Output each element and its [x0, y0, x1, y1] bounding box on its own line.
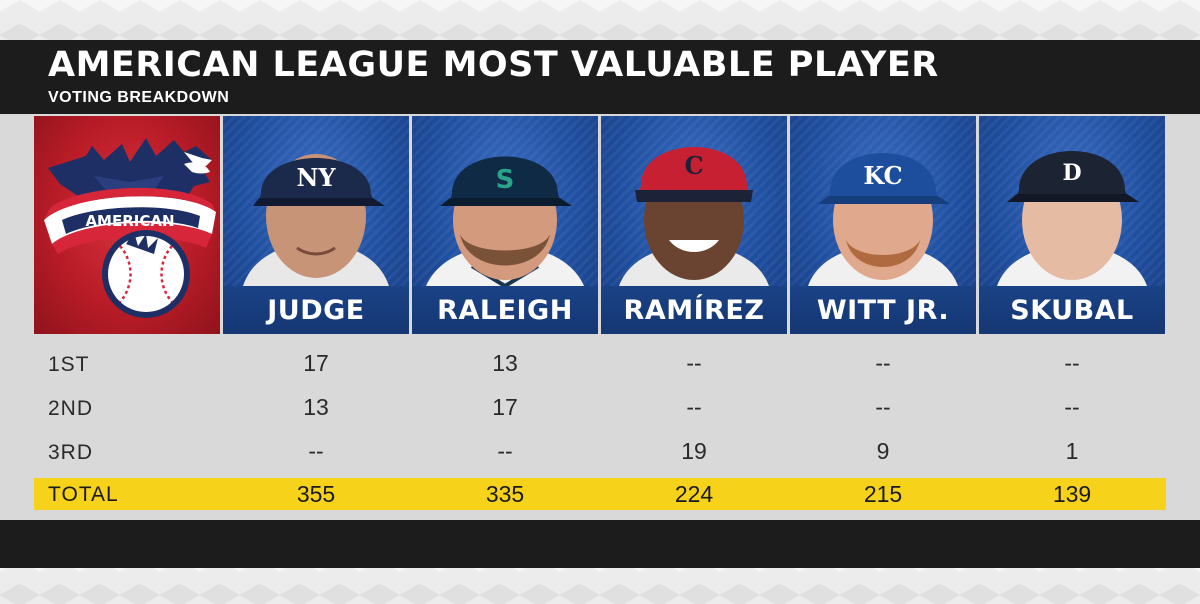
vote-cell: 19 [681, 438, 707, 464]
player-name-bar: RALEIGH [412, 286, 598, 334]
vote-cell: -- [308, 438, 324, 464]
player-photo: C [619, 147, 769, 286]
player-name-bar: WITT JR. [790, 286, 976, 334]
vote-cell: 13 [303, 394, 329, 420]
row-label-2nd: 2ND [48, 397, 94, 420]
american-league-eagle-logo-icon: AMERICAN [44, 138, 216, 318]
player-name: SKUBAL [1010, 294, 1134, 326]
vote-cell: 13 [492, 350, 518, 376]
player-name: JUDGE [267, 294, 365, 326]
cap-logo: C [684, 151, 703, 180]
vote-cell: 9 [876, 438, 890, 464]
vote-cell: -- [497, 438, 513, 464]
player-card-raleigh: S RALEIGH [412, 116, 598, 334]
page-title: AMERICAN LEAGUE MOST VALUABLE PLAYER [48, 45, 939, 85]
row-label-3rd: 3RD [48, 441, 94, 464]
player-photo: D [997, 151, 1147, 286]
player-name: RALEIGH [437, 294, 573, 326]
total-cell: 215 [863, 481, 903, 507]
vote-cell: -- [1064, 350, 1080, 376]
vote-cell: 1 [1065, 438, 1079, 464]
player-photo: NY [243, 154, 389, 286]
player-card-witt: KC WITT JR. [790, 116, 976, 334]
vote-cell: -- [686, 394, 702, 420]
vote-cell: -- [1064, 394, 1080, 420]
league-logo-cell: AMERICAN [34, 116, 220, 334]
cap-logo: NY [296, 163, 336, 192]
player-photo: S [426, 156, 584, 286]
player-name-bar: JUDGE [223, 286, 409, 334]
logo-banner-text: AMERICAN [85, 212, 174, 230]
vote-cell: 17 [492, 394, 518, 420]
vote-cell: 17 [303, 350, 329, 376]
row-label-total: TOTAL [48, 483, 119, 506]
vote-cell: -- [686, 350, 702, 376]
player-photo: KC [808, 153, 958, 286]
total-cell: 139 [1052, 481, 1092, 507]
player-name: WITT JR. [816, 294, 950, 326]
total-row-highlight [34, 478, 1166, 510]
footer-bar [0, 520, 1200, 568]
player-card-ramirez: C RAMÍREZ [601, 116, 787, 334]
row-label-1st: 1ST [48, 353, 90, 376]
player-name: RAMÍREZ [623, 294, 765, 326]
total-cell: 224 [674, 481, 714, 507]
vote-cell: -- [875, 350, 891, 376]
cap-logo: KC [863, 161, 902, 190]
player-card-skubal: D SKUBAL [979, 116, 1165, 334]
cap-logo: D [1062, 160, 1081, 186]
page-subtitle: VOTING BREAKDOWN [48, 89, 230, 106]
player-name-bar: RAMÍREZ [601, 286, 787, 334]
cap-logo: S [496, 165, 515, 195]
vote-cell: -- [875, 394, 891, 420]
player-card-judge: NY JUDGE [223, 116, 409, 334]
title-bar [0, 40, 1200, 114]
player-name-bar: SKUBAL [979, 286, 1165, 334]
total-cell: 335 [485, 481, 525, 507]
total-cell: 355 [296, 481, 336, 507]
